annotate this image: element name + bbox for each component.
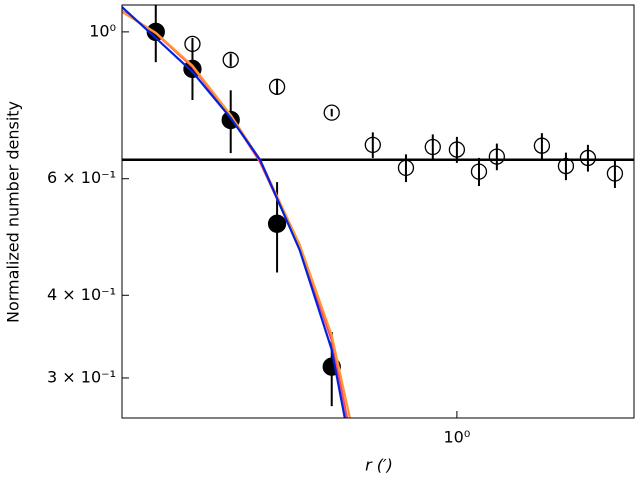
data-point [184,35,201,53]
data-point [448,141,466,158]
data-point [557,157,575,175]
data-point [424,138,441,156]
data-point [222,51,239,69]
x-tick-label: 10⁰ [444,428,471,447]
model-curve [122,10,351,418]
y-tick-label: 4 × 10⁻¹ [47,285,116,304]
y-axis-label: Normalized number density [4,101,23,323]
data-point [470,163,488,180]
data-point [267,214,287,233]
data-point [268,78,286,95]
data-point [488,148,506,165]
data-point [364,136,381,154]
data-point [533,137,551,154]
data-point [397,159,415,177]
model-curve [122,6,346,418]
data-point [579,149,597,167]
plot-area [122,5,634,418]
y-tick-label: 3 × 10⁻¹ [47,367,116,386]
y-tick-label: 10⁰ [89,21,116,40]
data-point [323,104,340,121]
y-tick-label: 6 × 10⁻¹ [47,168,116,187]
data-point [606,165,624,182]
x-axis-label: r (′) [365,456,393,475]
plot-frame [121,4,635,419]
model-curve [122,10,349,418]
